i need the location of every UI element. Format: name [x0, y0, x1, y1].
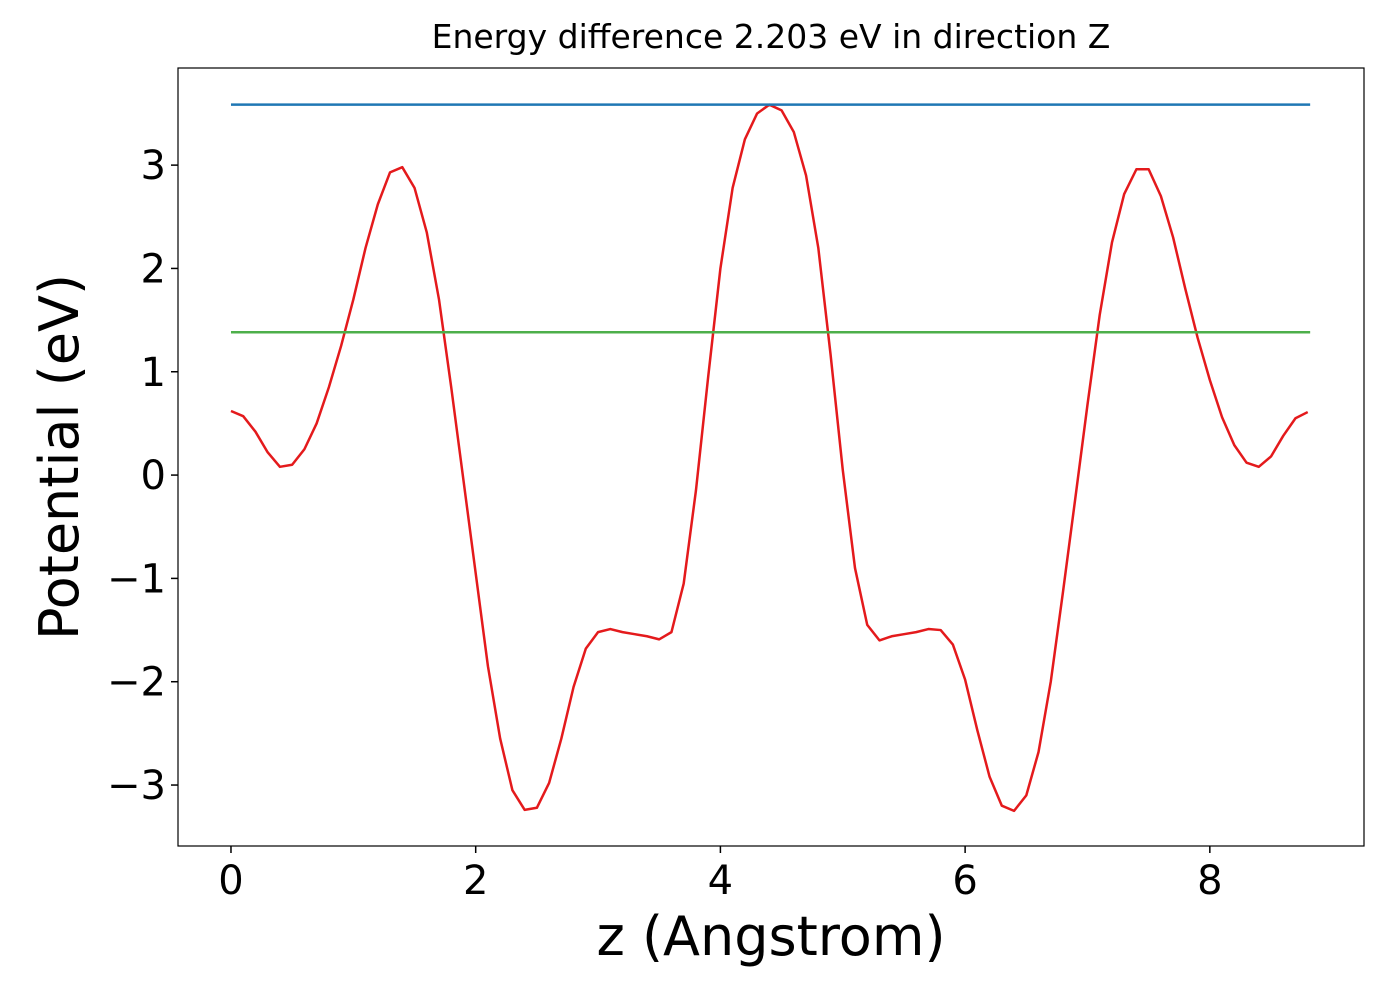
x-tick-label: 6 [952, 858, 977, 904]
y-tick-label: 3 [141, 143, 166, 189]
x-tick-label: 0 [218, 858, 243, 904]
y-tick-label: 0 [141, 453, 166, 499]
x-tick-label: 2 [463, 858, 488, 904]
y-tick-label: 1 [141, 350, 166, 396]
y-tick-label: 2 [141, 246, 166, 292]
y-tick-label: −3 [107, 763, 166, 809]
y-axis-label: Potential (eV) [28, 274, 91, 640]
plot-frame [177, 67, 1365, 847]
series-line [230, 103, 1309, 813]
x-tick-label: 4 [708, 858, 733, 904]
chart-title: Energy difference 2.203 eV in direction … [432, 17, 1111, 56]
y-tick-label: −1 [107, 556, 166, 602]
x-tick-label: 8 [1197, 858, 1222, 904]
y-tick-label: −2 [107, 660, 166, 706]
x-axis-label: z (Angstrom) [596, 905, 945, 968]
